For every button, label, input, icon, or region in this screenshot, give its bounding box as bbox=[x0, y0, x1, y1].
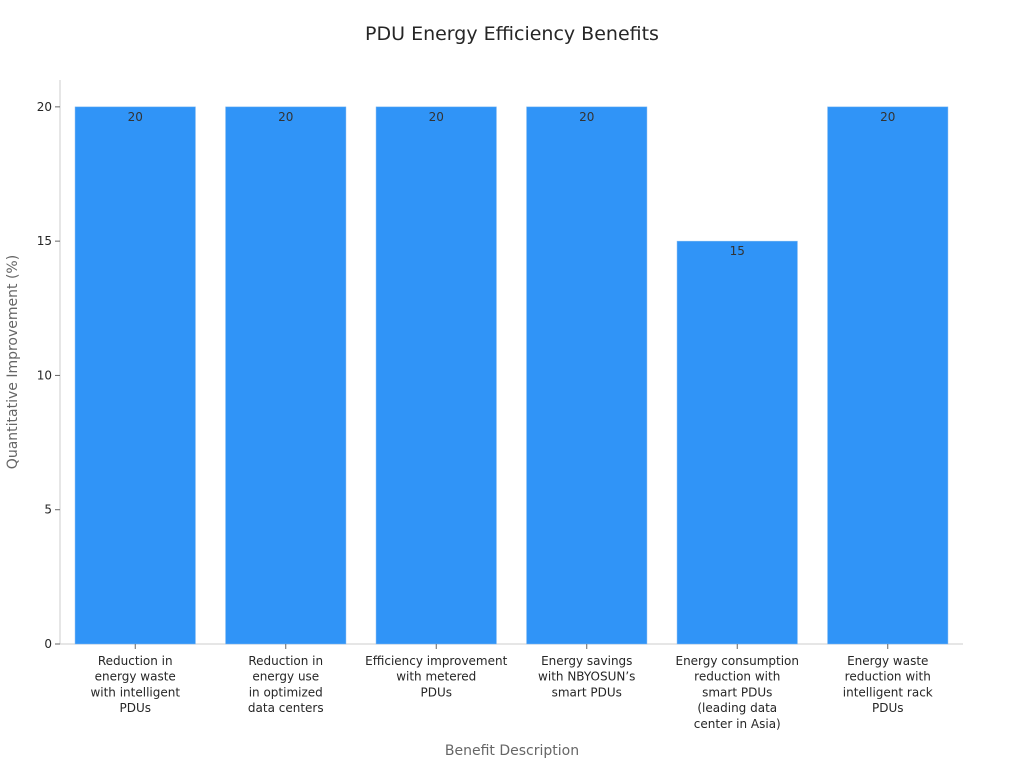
x-axis-label: Benefit Description bbox=[445, 743, 579, 759]
bar bbox=[375, 106, 497, 645]
bar bbox=[225, 106, 347, 645]
x-tick-label: Energy savings with NBYOSUN’s smart PDUs bbox=[538, 654, 635, 699]
y-tick-label: 15 bbox=[37, 234, 52, 248]
x-tick-label: Reduction in energy waste with intelligent… bbox=[90, 654, 180, 715]
data-label: 15 bbox=[730, 244, 745, 258]
y-tick-label: 0 bbox=[44, 637, 52, 651]
bar bbox=[526, 106, 648, 645]
data-label: 20 bbox=[429, 110, 444, 124]
x-tick-label: Energy consumption reduction with smart PD… bbox=[675, 654, 799, 731]
y-axis-label: Quantitative Improvement (%) bbox=[5, 255, 21, 469]
y-tick-label: 10 bbox=[37, 368, 52, 382]
bar bbox=[827, 106, 949, 645]
x-tick-label: Energy waste reduction with intelligent ra… bbox=[843, 654, 933, 715]
x-tick-label: Reduction in energy use in optimized data c… bbox=[248, 654, 324, 715]
y-tick-label: 20 bbox=[37, 100, 52, 114]
bar bbox=[676, 240, 798, 645]
data-label: 20 bbox=[880, 110, 895, 124]
y-tick-label: 5 bbox=[44, 503, 52, 517]
data-label: 20 bbox=[579, 110, 594, 124]
chart-title: PDU Energy Efficiency Benefits bbox=[365, 23, 659, 45]
data-label: 20 bbox=[278, 110, 293, 124]
data-label: 20 bbox=[128, 110, 143, 124]
x-tick-label: Efficiency improvement with metered PDUs bbox=[365, 654, 507, 699]
bar bbox=[74, 106, 196, 645]
